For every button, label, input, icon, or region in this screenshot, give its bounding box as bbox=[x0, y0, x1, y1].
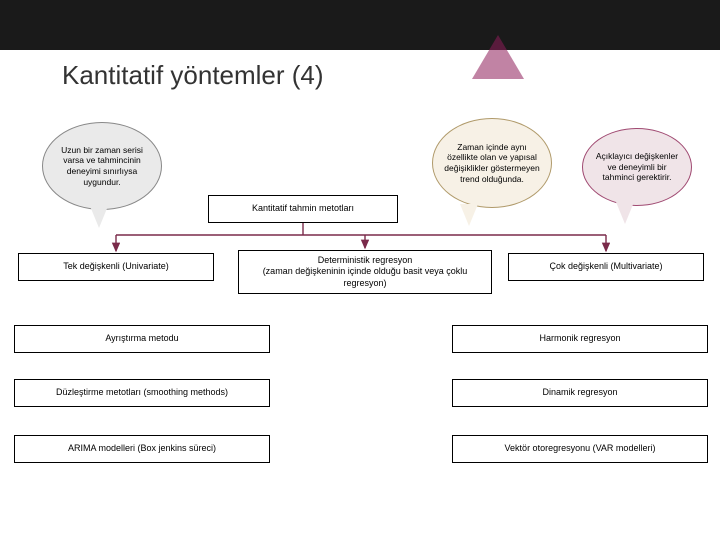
header-banner bbox=[0, 0, 720, 50]
callout-uzun-text: Uzun bir zaman serisi varsa ve tahmincin… bbox=[53, 145, 151, 188]
callout-zaman-tail bbox=[460, 204, 478, 226]
box-multivariate: Çok değişkenli (Multivariate) bbox=[508, 253, 704, 281]
box-deterministic-text: Deterministik regresyon (zaman değişkeni… bbox=[245, 255, 485, 289]
callout-zaman-text: Zaman içinde aynı özellikte olan ve yapı… bbox=[443, 142, 541, 185]
callout-uzun-tail bbox=[90, 206, 108, 228]
box-multivariate-text: Çok değişkenli (Multivariate) bbox=[549, 261, 662, 272]
box-ayristirma: Ayrıştırma metodu bbox=[14, 325, 270, 353]
box-vektor-text: Vektör otoregresyonu (VAR modelleri) bbox=[505, 443, 656, 454]
box-harmonik: Harmonik regresyon bbox=[452, 325, 708, 353]
box-root: Kantitatif tahmin metotları bbox=[208, 195, 398, 223]
callout-uzun: Uzun bir zaman serisi varsa ve tahmincin… bbox=[42, 122, 162, 210]
callout-zaman: Zaman içinde aynı özellikte olan ve yapı… bbox=[432, 118, 552, 208]
box-deterministic: Deterministik regresyon (zaman değişkeni… bbox=[238, 250, 492, 294]
box-arima: ARIMA modelleri (Box jenkins süreci) bbox=[14, 435, 270, 463]
callout-aciklayici: Açıklayıcı değişkenler ve deneyimli bir … bbox=[582, 128, 692, 206]
box-univariate: Tek değişkenli (Univariate) bbox=[18, 253, 214, 281]
box-dinamik: Dinamik regresyon bbox=[452, 379, 708, 407]
box-harmonik-text: Harmonik regresyon bbox=[539, 333, 620, 344]
box-dinamik-text: Dinamik regresyon bbox=[542, 387, 617, 398]
page-title: Kantitatif yöntemler (4) bbox=[62, 60, 324, 91]
callout-aciklayici-tail bbox=[616, 202, 634, 224]
accent-triangle bbox=[472, 35, 524, 79]
box-duzlestirme: Düzleştirme metotları (smoothing methods… bbox=[14, 379, 270, 407]
box-ayristirma-text: Ayrıştırma metodu bbox=[105, 333, 178, 344]
box-root-text: Kantitatif tahmin metotları bbox=[252, 203, 354, 214]
callout-aciklayici-text: Açıklayıcı değişkenler ve deneyimli bir … bbox=[593, 151, 681, 183]
box-duzlestirme-text: Düzleştirme metotları (smoothing methods… bbox=[56, 387, 228, 398]
box-vektor: Vektör otoregresyonu (VAR modelleri) bbox=[452, 435, 708, 463]
box-arima-text: ARIMA modelleri (Box jenkins süreci) bbox=[68, 443, 216, 454]
box-univariate-text: Tek değişkenli (Univariate) bbox=[63, 261, 169, 272]
